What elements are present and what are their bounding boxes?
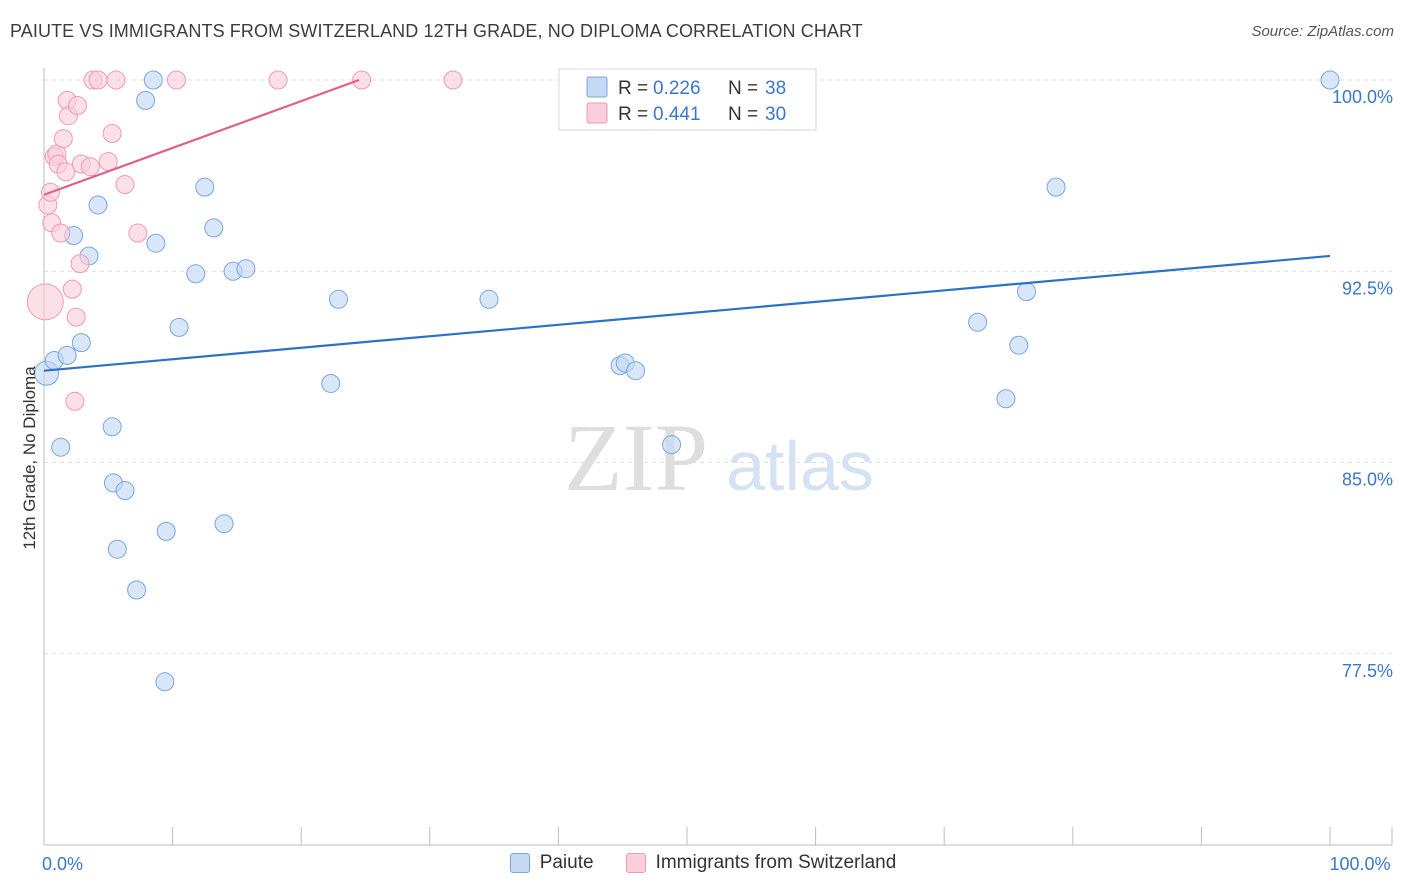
paiute-point xyxy=(996,389,1016,409)
chart-source: Source: ZipAtlas.com xyxy=(1251,23,1394,40)
swiss-point xyxy=(62,279,82,299)
y-tick-label: 77.5% xyxy=(1342,661,1393,681)
legend-swatch-paiute-bottom xyxy=(509,853,530,873)
swiss-point xyxy=(128,223,148,243)
x-tick-label: 100.0% xyxy=(1329,854,1390,874)
paiute-point xyxy=(479,289,499,309)
trend-line-swiss xyxy=(43,78,360,196)
paiute-point xyxy=(71,333,91,353)
axis-layer: 100.0% 92.5% 85.0% 77.5% 0.0% 100.0% xyxy=(42,68,1393,874)
swiss-point xyxy=(51,223,71,243)
bottom-legend: Paiute Immigrants from Switzerland xyxy=(0,852,1406,874)
swiss-point xyxy=(443,70,463,90)
swiss-point xyxy=(88,70,108,90)
swiss-point xyxy=(70,254,90,274)
swiss-point xyxy=(65,391,85,411)
trend-line-paiute xyxy=(43,254,1331,372)
grid-layer xyxy=(44,79,1392,655)
legend-swatch-swiss-bottom xyxy=(625,853,646,873)
paiute-point xyxy=(88,195,108,215)
legend-r-value-paiute: 0.226 xyxy=(653,78,701,99)
paiute-point xyxy=(107,539,127,559)
paiute-point xyxy=(1009,335,1029,355)
paiute-point xyxy=(626,361,646,381)
paiute-point xyxy=(115,481,135,501)
paiute-point xyxy=(169,317,189,337)
paiute-point xyxy=(321,373,341,393)
paiute-point xyxy=(214,514,234,534)
swiss-point xyxy=(102,124,122,144)
legend-n-label-swiss: N = xyxy=(728,104,758,125)
paiute-point xyxy=(136,90,156,110)
swiss-point xyxy=(66,307,86,327)
chart-title: PAIUTE VS IMMIGRANTS FROM SWITZERLAND 12… xyxy=(10,21,863,41)
swiss-point xyxy=(115,175,135,195)
paiute-point xyxy=(1320,70,1340,90)
paiute-point xyxy=(146,233,166,253)
paiute-point xyxy=(127,580,147,600)
legend-label-paiute: Paiute xyxy=(539,852,594,873)
paiute-point xyxy=(156,521,176,541)
y-tick-label: 100.0% xyxy=(1332,87,1393,107)
y-axis-label: 12th Grade, No Diploma xyxy=(20,366,39,550)
swiss-point xyxy=(166,70,186,90)
paiute-point xyxy=(968,312,988,332)
y-tick-label: 92.5% xyxy=(1342,278,1393,298)
swiss-point xyxy=(268,70,288,90)
paiute-point xyxy=(1017,282,1037,302)
paiute-point xyxy=(204,218,224,238)
points-layer xyxy=(26,70,1340,692)
legend-r-label-paiute: R = xyxy=(618,78,648,99)
swiss-point xyxy=(56,162,76,182)
paiute-point xyxy=(662,435,682,455)
legend-swatch-paiute xyxy=(586,76,608,98)
swiss-point xyxy=(80,157,100,177)
y-tick-label: 85.0% xyxy=(1342,470,1393,490)
legend-r-label-swiss: R = xyxy=(618,104,648,125)
paiute-point xyxy=(102,417,122,437)
paiute-point xyxy=(155,672,175,692)
legend-n-value-swiss: 30 xyxy=(765,104,786,125)
paiute-point xyxy=(328,289,348,309)
legend-label-swiss: Immigrants from Switzerland xyxy=(655,852,897,873)
legend-item-paiute[interactable]: Paiute xyxy=(509,852,594,874)
legend-n-label-paiute: N = xyxy=(728,78,758,99)
swiss-point xyxy=(106,70,126,90)
legend-box: R = 0.226 N = 38 R = 0.441 N = 30 xyxy=(558,68,817,131)
legend-item-swiss[interactable]: Immigrants from Switzerland xyxy=(625,852,897,874)
paiute-point xyxy=(186,264,206,284)
paiute-point xyxy=(236,259,256,279)
paiute-point xyxy=(195,177,215,197)
legend-swatch-swiss xyxy=(586,102,608,124)
legend-r-value-swiss: 0.441 xyxy=(653,104,701,125)
swiss-point xyxy=(352,70,372,90)
paiute-point xyxy=(51,437,71,457)
paiute-point xyxy=(57,345,77,365)
trend-layer xyxy=(43,78,1331,372)
watermark-atlas: atlas xyxy=(726,427,874,505)
legend-n-value-paiute: 38 xyxy=(765,78,786,99)
swiss-point xyxy=(67,96,87,115)
swiss-point xyxy=(53,129,73,149)
paiute-point xyxy=(143,70,163,90)
watermark-zip: ZIP xyxy=(564,404,708,511)
swiss-point xyxy=(26,283,64,321)
paiute-point xyxy=(1046,177,1066,197)
x-tick-label: 0.0% xyxy=(42,854,83,874)
